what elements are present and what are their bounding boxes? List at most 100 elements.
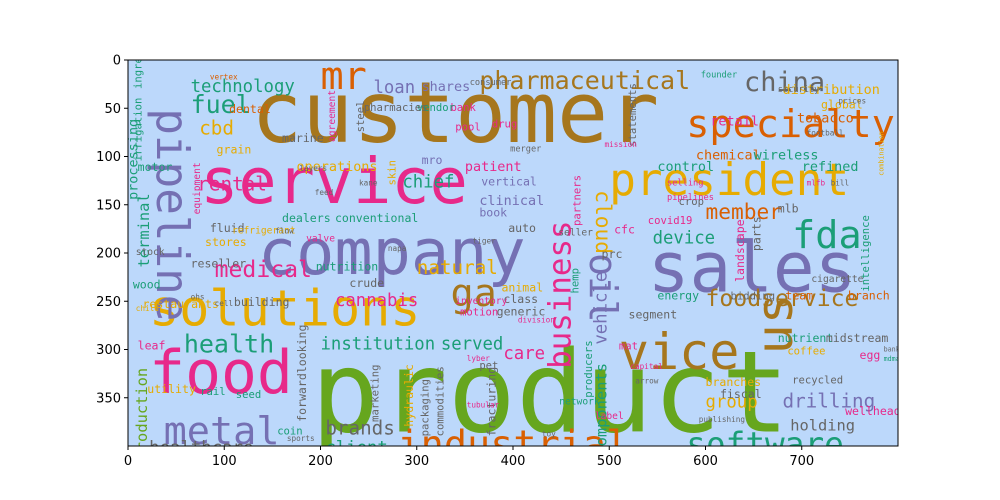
x-tick-label: 700 bbox=[789, 454, 814, 469]
word-customer: customer bbox=[251, 63, 659, 162]
word-drug: drug bbox=[492, 119, 517, 131]
word-midstream: midstream bbox=[826, 331, 889, 345]
word-chief: chief bbox=[402, 172, 454, 192]
word-retail: retail bbox=[710, 114, 759, 130]
word-skin: skin bbox=[387, 160, 399, 185]
word-recycled: recycled bbox=[792, 374, 843, 386]
word-wireless: wireless bbox=[754, 147, 819, 163]
word-crude: crude bbox=[349, 276, 384, 290]
word-vertical: vertical bbox=[481, 174, 537, 188]
word-drilling: drilling bbox=[783, 389, 876, 412]
word-member: member bbox=[706, 199, 782, 224]
word-tiger: tiger bbox=[473, 236, 497, 245]
word-flow: flow bbox=[275, 227, 294, 236]
word-holding: holding bbox=[790, 417, 855, 435]
word-prc: prc bbox=[602, 247, 623, 261]
word-client: client bbox=[325, 439, 388, 459]
word-equipment: equipment bbox=[192, 162, 203, 214]
word-producers: producers bbox=[583, 340, 595, 397]
word-metal: metal bbox=[164, 409, 280, 454]
word-fuel: fuel bbox=[191, 90, 251, 119]
word-capital: capital bbox=[630, 362, 662, 371]
word-animal: animal bbox=[501, 281, 543, 295]
word-landscape: landscape bbox=[733, 219, 747, 282]
word-refrigerant: refrigerant bbox=[232, 226, 296, 237]
word-cfc: cfc bbox=[614, 223, 635, 237]
word-founder: founder bbox=[701, 70, 737, 80]
word-device: device bbox=[653, 228, 716, 248]
word-software: software bbox=[686, 426, 844, 464]
y-tick-label: 50 bbox=[104, 102, 121, 117]
word-foodservice: foodservice bbox=[706, 286, 859, 312]
word-tubular: tubular bbox=[467, 400, 500, 409]
x-tick-label: 0 bbox=[124, 454, 132, 469]
word-football: football bbox=[807, 128, 844, 137]
word-institution: institution bbox=[321, 335, 436, 355]
word-cannabis: cannabis bbox=[335, 291, 418, 311]
word-shares: shares bbox=[422, 79, 471, 95]
word-pipeline: pipeline bbox=[146, 108, 197, 321]
word-group: group bbox=[706, 392, 758, 412]
y-tick-label: 100 bbox=[96, 150, 121, 165]
word-steel: steel bbox=[355, 101, 367, 133]
word-marketing: marketing bbox=[369, 365, 381, 422]
word-agreement: agreement bbox=[327, 90, 338, 142]
word-partners: partners bbox=[571, 175, 583, 226]
word-parts: parts bbox=[749, 216, 763, 251]
word-service: service bbox=[200, 144, 468, 218]
word-technology: technology bbox=[191, 77, 295, 97]
word-rental: rental bbox=[197, 172, 267, 195]
word-toy: toy bbox=[542, 429, 556, 438]
y-tick-label: 250 bbox=[96, 295, 121, 310]
word-dental: dental bbox=[229, 102, 271, 116]
words-layer: productcustomersalesservicecompanyfoodso… bbox=[126, 25, 898, 464]
word-coffee: coffee bbox=[787, 345, 825, 357]
x-tick-label: 600 bbox=[693, 454, 718, 469]
word-chemical: chemical bbox=[696, 147, 761, 163]
word-publishing: publishing bbox=[699, 415, 745, 424]
word-ingredient: ingredient bbox=[132, 25, 144, 89]
word-class: class bbox=[503, 292, 538, 306]
word-building: building bbox=[234, 295, 290, 309]
word-sports: sports bbox=[287, 434, 315, 443]
word-terminal: terminal bbox=[135, 193, 153, 267]
word-mat: mat bbox=[619, 341, 638, 353]
word-dealers: dealers bbox=[282, 211, 331, 225]
word-network: network bbox=[559, 397, 600, 408]
word-global: global bbox=[821, 97, 863, 111]
word-fda: fda bbox=[792, 213, 862, 258]
word-combination: combination bbox=[878, 131, 886, 176]
word-energy: energy bbox=[657, 288, 699, 302]
word-distribution: distribution bbox=[783, 82, 880, 98]
word-vendor: vendor bbox=[417, 102, 455, 114]
word-vertex: vertex bbox=[210, 72, 238, 81]
x-tick-label: 500 bbox=[597, 454, 622, 469]
word-irrigation: irrigation bbox=[132, 98, 144, 162]
word-oil: oil bbox=[580, 253, 625, 323]
x-tick-label: 400 bbox=[501, 454, 526, 469]
word-control: control bbox=[657, 159, 714, 175]
word-pipelines: pipelines bbox=[667, 193, 714, 203]
word-layers: layers bbox=[299, 164, 327, 173]
word-hemp: hemp bbox=[569, 268, 581, 293]
word-valve: valve bbox=[306, 233, 335, 244]
word-care: care bbox=[503, 344, 545, 364]
word-label: label bbox=[595, 411, 624, 422]
word-processing: processing bbox=[126, 119, 142, 200]
word-pet: pet bbox=[479, 360, 498, 372]
word-packaging: packaging bbox=[419, 379, 431, 436]
word-company: company bbox=[258, 215, 526, 289]
word-forwardlooking: forwardlooking bbox=[295, 325, 309, 422]
y-tick-label: 300 bbox=[96, 343, 121, 358]
word-egg: egg bbox=[860, 348, 881, 362]
word-child: child bbox=[136, 304, 159, 313]
word-napa: napa bbox=[388, 244, 407, 253]
word-rail: rail bbox=[200, 386, 225, 398]
x-axis: 0 100 200 300 400 500 600 700 bbox=[124, 446, 814, 469]
word-kane: kane bbox=[359, 178, 378, 187]
word-cloud-background bbox=[128, 60, 898, 446]
y-axis: 0 50 100 150 200 250 300 350 bbox=[96, 54, 128, 406]
x-tick-label: 300 bbox=[404, 454, 429, 469]
word-security: security bbox=[778, 85, 820, 95]
